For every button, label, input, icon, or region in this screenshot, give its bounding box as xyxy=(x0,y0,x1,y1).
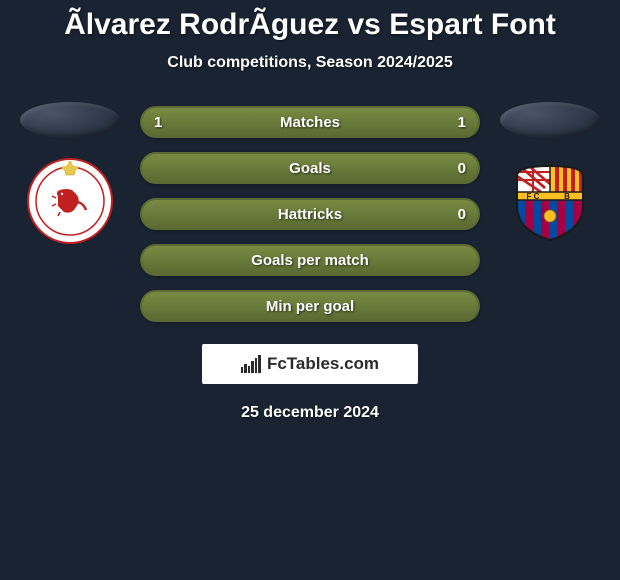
cultural-leonesa-crest-icon xyxy=(27,158,113,244)
comparison-container: Ãlvarez RodrÃ­guez vs Espart Font Club c… xyxy=(0,0,620,422)
player-silhouette-right xyxy=(500,102,600,138)
stat-pill: Goals 0 xyxy=(140,152,480,184)
club-badge-left xyxy=(27,158,113,244)
branding-box: FcTables.com xyxy=(202,344,418,384)
page-subtitle: Club competitions, Season 2024/2025 xyxy=(0,54,620,72)
stat-pill: 1 Matches 1 xyxy=(140,106,480,138)
stats-column: 1 Matches 1 Goals 0 Hattricks 0 Goals per match… xyxy=(140,102,480,322)
stat-pill: Min per goal xyxy=(140,290,480,322)
stat-label: Matches xyxy=(280,114,340,131)
page-title: Ãlvarez RodrÃ­guez vs Espart Font xyxy=(0,8,620,42)
right-player-col: F C B xyxy=(500,102,600,244)
player-silhouette-left xyxy=(20,102,120,138)
stat-value-right: 0 xyxy=(458,160,466,177)
bars-icon xyxy=(241,355,261,373)
stat-label: Goals xyxy=(289,160,331,177)
stat-pill: Goals per match xyxy=(140,244,480,276)
stat-value-right: 0 xyxy=(458,206,466,223)
branding-text: FcTables.com xyxy=(267,354,379,374)
stat-pill: Hattricks 0 xyxy=(140,198,480,230)
stat-label: Hattricks xyxy=(278,206,342,223)
barcelona-crest-icon: F C B xyxy=(507,158,593,244)
date-text: 25 december 2024 xyxy=(0,404,620,422)
stat-value-right: 1 xyxy=(458,114,466,131)
stat-label: Min per goal xyxy=(266,298,354,315)
club-badge-right: F C B xyxy=(507,158,593,244)
left-player-col xyxy=(20,102,120,244)
stat-value-left: 1 xyxy=(154,114,162,131)
main-row: 1 Matches 1 Goals 0 Hattricks 0 Goals per match… xyxy=(0,102,620,322)
stat-label: Goals per match xyxy=(251,252,369,269)
